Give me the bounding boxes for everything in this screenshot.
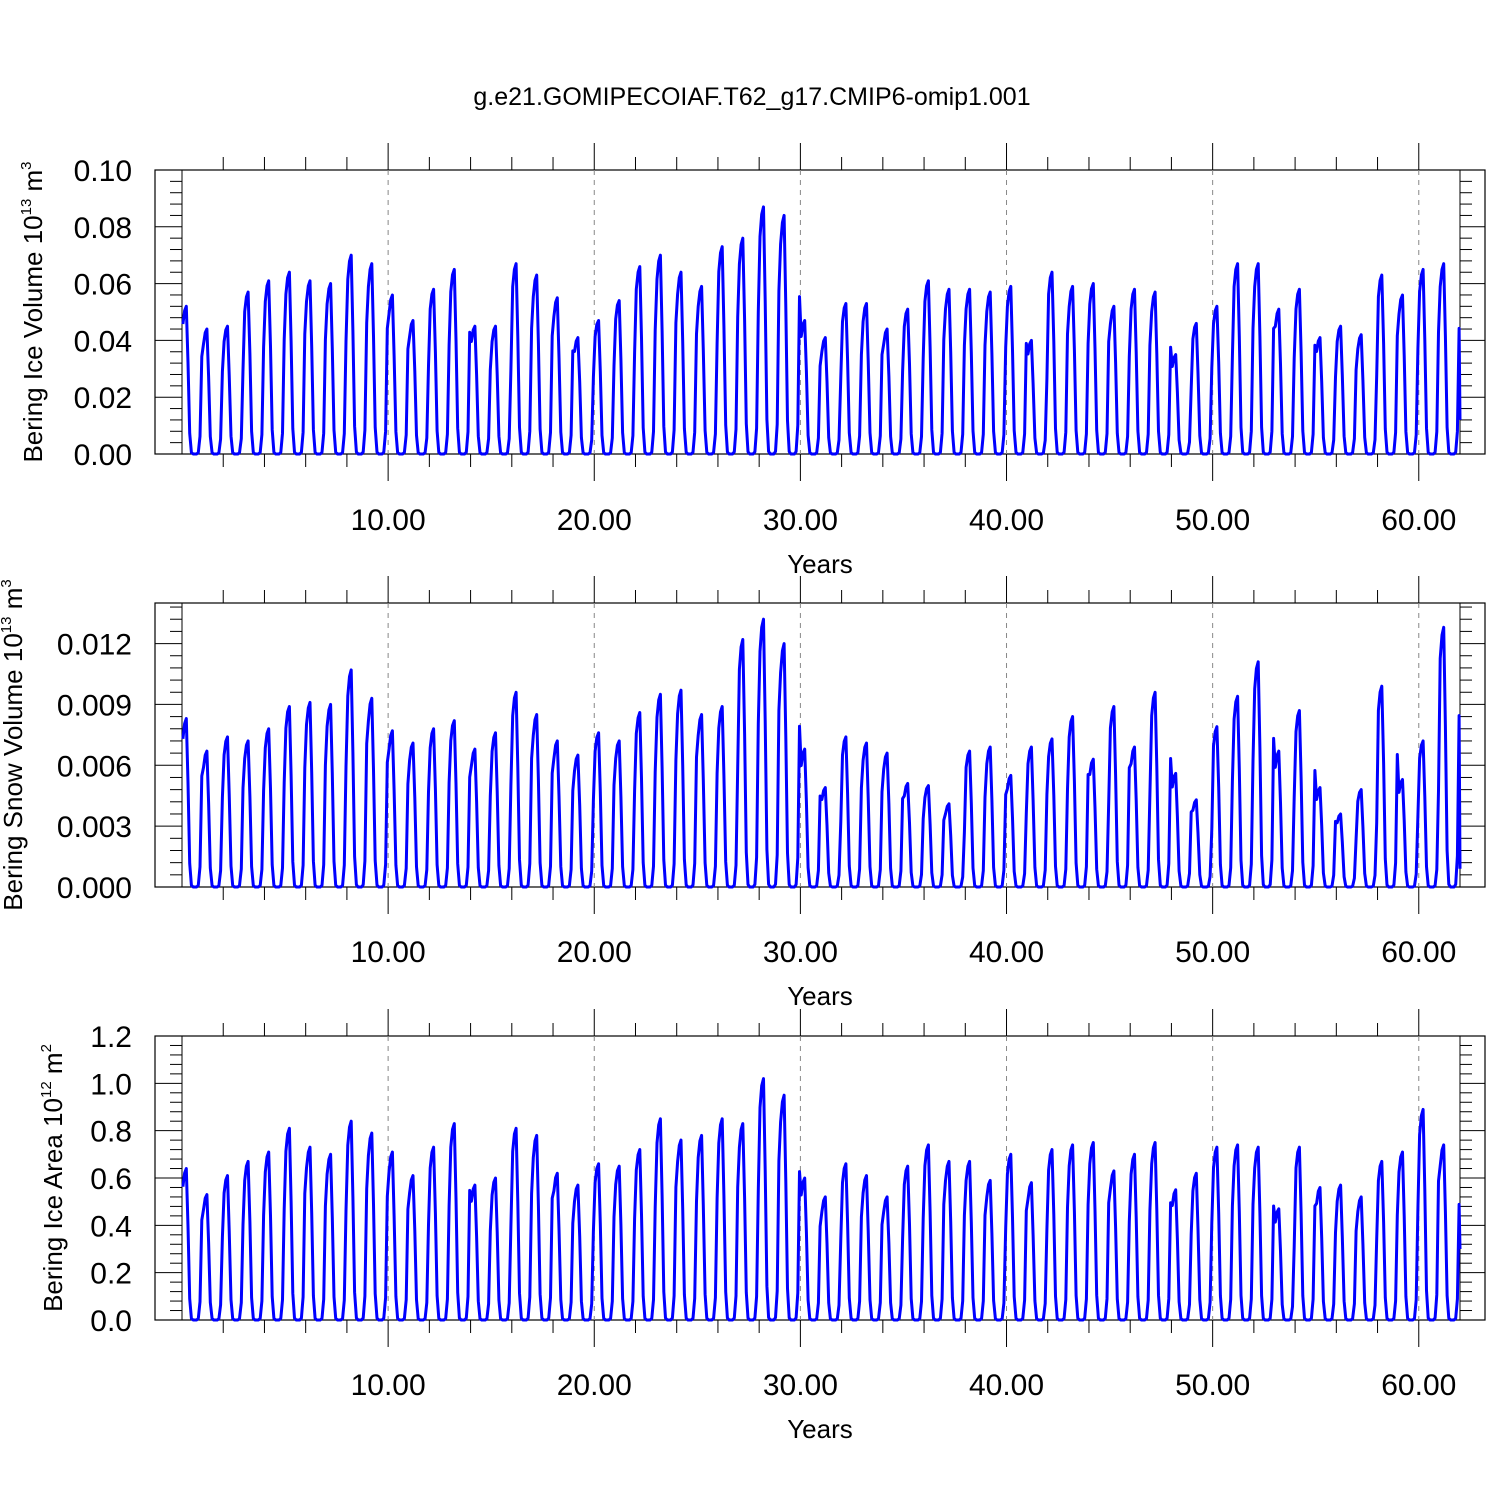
data-series-line <box>181 205 1462 456</box>
y-axis-label-exponent: 12 <box>38 1081 55 1098</box>
y-tick-label: 1.2 <box>90 1021 132 1054</box>
x-tick-label: 20.00 <box>557 936 632 969</box>
y-axis-label: Bering Ice Volume 1013 m3 <box>18 161 48 462</box>
y-axis-label-unit: m <box>38 1052 68 1081</box>
data-series-line <box>181 617 1462 889</box>
x-axis-label: Years <box>787 549 853 579</box>
y-axis-label-unit: m <box>0 588 28 617</box>
y-axis-label: Bering Ice Area 1012 m2 <box>38 1044 68 1312</box>
x-tick-label: 50.00 <box>1175 936 1250 969</box>
x-tick-label: 60.00 <box>1381 504 1456 537</box>
y-axis-label-unit-exponent: 2 <box>38 1044 55 1052</box>
x-tick-label: 10.00 <box>351 504 426 537</box>
figure-title: g.e21.GOMIPECOIAF.T62_g17.CMIP6-omip1.00… <box>473 83 1030 111</box>
x-tick-label: 10.00 <box>351 1369 426 1402</box>
y-tick-label: 0.2 <box>90 1258 132 1291</box>
y-axis-label-unit-exponent: 3 <box>0 579 15 587</box>
y-tick-label: 1.0 <box>90 1068 132 1101</box>
y-tick-label: 0.003 <box>57 811 132 844</box>
y-tick-label: 0.02 <box>74 382 132 415</box>
x-tick-label: 60.00 <box>1381 1369 1456 1402</box>
x-tick-label: 10.00 <box>351 936 426 969</box>
y-axis-label-exponent: 13 <box>18 199 35 216</box>
x-axis-label: Years <box>787 981 853 1011</box>
y-axis-label-exponent: 13 <box>0 617 15 634</box>
y-tick-label: 0.6 <box>90 1163 132 1196</box>
y-tick-label: 0.006 <box>57 750 132 783</box>
x-tick-label: 40.00 <box>969 504 1044 537</box>
x-tick-label: 20.00 <box>557 1369 632 1402</box>
x-tick-label: 40.00 <box>969 1369 1044 1402</box>
plot-frame <box>154 602 1486 888</box>
x-axis-label: Years <box>787 1414 853 1444</box>
x-tick-label: 20.00 <box>557 504 632 537</box>
plot-frame <box>154 169 1486 455</box>
y-axis-label-text: Bering Ice Volume 10 <box>18 215 48 462</box>
y-tick-label: 0.04 <box>74 325 132 358</box>
x-tick-label: 50.00 <box>1175 1369 1250 1402</box>
y-tick-label: 0.000 <box>57 872 132 905</box>
x-tick-label: 30.00 <box>763 1369 838 1402</box>
y-axis-label-unit-exponent: 3 <box>18 161 35 169</box>
y-tick-label: 0.4 <box>90 1210 132 1243</box>
y-axis-label: Bering Snow Volume 1013 m3 <box>0 579 28 910</box>
x-tick-label: 60.00 <box>1381 936 1456 969</box>
y-axis-label-text: Bering Snow Volume 10 <box>0 633 28 911</box>
chart-panel-2: 10.00 20.00 30.00 40.00 50.00 60.00 0.000 0.003… <box>0 576 1486 1011</box>
y-tick-label: 0.10 <box>74 155 132 188</box>
data-series-line <box>181 1077 1462 1322</box>
y-axis-label-text: Bering Ice Area 10 <box>38 1098 68 1312</box>
y-axis-label-unit: m <box>18 170 48 199</box>
y-tick-label: 0.8 <box>90 1116 132 1149</box>
y-tick-label: 0.009 <box>57 689 132 722</box>
chart-panel-3: 10.00 20.00 30.00 40.00 50.00 60.00 0.0 0.2 0.4 0… <box>38 1009 1486 1444</box>
x-tick-label: 30.00 <box>763 936 838 969</box>
y-tick-label: 0.08 <box>74 212 132 245</box>
y-tick-label: 0.00 <box>74 439 132 472</box>
x-tick-label: 40.00 <box>969 936 1044 969</box>
y-tick-label: 0.012 <box>57 629 132 662</box>
x-tick-label: 50.00 <box>1175 504 1250 537</box>
x-tick-label: 30.00 <box>763 504 838 537</box>
chart-panel-1: 10.00 20.00 30.00 40.00 50.00 60.00 0.00 0.02 0.… <box>18 143 1486 579</box>
y-tick-label: 0.0 <box>90 1305 132 1338</box>
y-tick-label: 0.06 <box>74 269 132 302</box>
